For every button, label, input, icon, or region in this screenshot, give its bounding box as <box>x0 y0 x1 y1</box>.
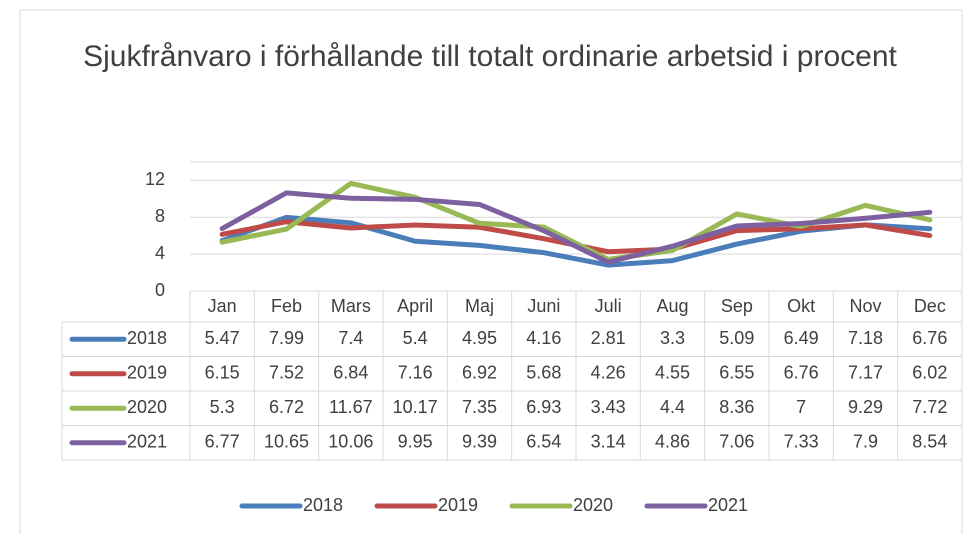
table-cell: 6.54 <box>526 432 561 452</box>
table-cell: 4.16 <box>526 328 561 348</box>
table-cell: 10.65 <box>264 432 309 452</box>
chart-border <box>19 9 963 534</box>
table-cell: 6.93 <box>526 397 561 417</box>
y-tick-label: 8 <box>155 206 165 226</box>
table-row-header: 2020 <box>127 397 167 417</box>
table-cell: 5.47 <box>205 328 240 348</box>
table-cell: 6.77 <box>205 432 240 452</box>
legend-label: 2021 <box>708 495 748 515</box>
x-tick-label: Sep <box>721 296 753 316</box>
table-cell: 11.67 <box>329 397 373 417</box>
x-tick-label: Aug <box>656 296 688 316</box>
table-cell: 6.02 <box>912 363 947 383</box>
table-row-header: 2021 <box>127 432 167 452</box>
x-tick-label: Juli <box>595 296 622 316</box>
table-cell: 6.76 <box>912 328 947 348</box>
chart-title: Sjukfrånvaro i förhållande till totalt o… <box>83 40 897 73</box>
table-row-header: 2019 <box>127 363 167 383</box>
table-cell: 5.3 <box>210 397 235 417</box>
x-tick-label: Juni <box>527 296 560 316</box>
table-cell: 7.72 <box>912 397 947 417</box>
table-cell: 7.99 <box>269 328 304 348</box>
y-tick-label: 12 <box>145 169 165 189</box>
table-cell: 9.39 <box>462 432 497 452</box>
table-cell: 6.55 <box>719 363 754 383</box>
table-cell: 3.3 <box>660 328 685 348</box>
table-cell: 9.95 <box>398 432 433 452</box>
legend-label: 2020 <box>573 495 613 515</box>
table-cell: 7.35 <box>462 397 497 417</box>
table-cell: 2.81 <box>591 328 626 348</box>
table-cell: 7.4 <box>338 328 363 348</box>
y-tick-label: 0 <box>155 280 165 300</box>
table-cell: 7.9 <box>853 432 878 452</box>
x-tick-label: Maj <box>465 296 494 316</box>
table-cell: 6.15 <box>205 363 240 383</box>
x-tick-label: Dec <box>914 296 946 316</box>
x-tick-label: Jan <box>208 296 237 316</box>
table-cell: 5.68 <box>526 363 561 383</box>
table-cell: 10.17 <box>393 397 438 417</box>
x-tick-label: Nov <box>849 296 881 316</box>
table-cell: 4.95 <box>462 328 497 348</box>
table-cell: 10.06 <box>328 432 373 452</box>
table-row-header: 2018 <box>127 328 167 348</box>
table-cell: 4.55 <box>655 363 690 383</box>
y-tick-label: 4 <box>155 243 165 263</box>
legend-label: 2019 <box>438 495 478 515</box>
table-cell: 7.06 <box>719 432 754 452</box>
table-cell: 4.26 <box>591 363 626 383</box>
x-tick-label: Okt <box>787 296 815 316</box>
table-cell: 7.33 <box>784 432 819 452</box>
table-cell: 7.52 <box>269 363 304 383</box>
table-cell: 6.76 <box>784 363 819 383</box>
table-cell: 6.72 <box>269 397 304 417</box>
table-cell: 7.18 <box>848 328 883 348</box>
table-cell: 8.36 <box>719 397 754 417</box>
table-cell: 3.14 <box>591 432 626 452</box>
table-cell: 5.4 <box>403 328 428 348</box>
table-cell: 4.4 <box>660 397 685 417</box>
table-cell: 6.49 <box>784 328 819 348</box>
x-tick-label: Mars <box>331 296 371 316</box>
x-tick-label: April <box>397 296 433 316</box>
legend-label: 2018 <box>303 495 343 515</box>
table-cell: 7.16 <box>398 363 433 383</box>
table-cell: 4.86 <box>655 432 690 452</box>
x-tick-label: Feb <box>271 296 302 316</box>
table-cell: 6.92 <box>462 363 497 383</box>
table-cell: 5.09 <box>719 328 754 348</box>
table-cell: 9.29 <box>848 397 883 417</box>
table-cell: 8.54 <box>912 432 947 452</box>
table-cell: 3.43 <box>591 397 626 417</box>
table-cell: 7 <box>796 397 806 417</box>
series-line <box>219 190 933 265</box>
table-cell: 7.17 <box>848 363 883 383</box>
table-cell: 6.84 <box>333 363 368 383</box>
